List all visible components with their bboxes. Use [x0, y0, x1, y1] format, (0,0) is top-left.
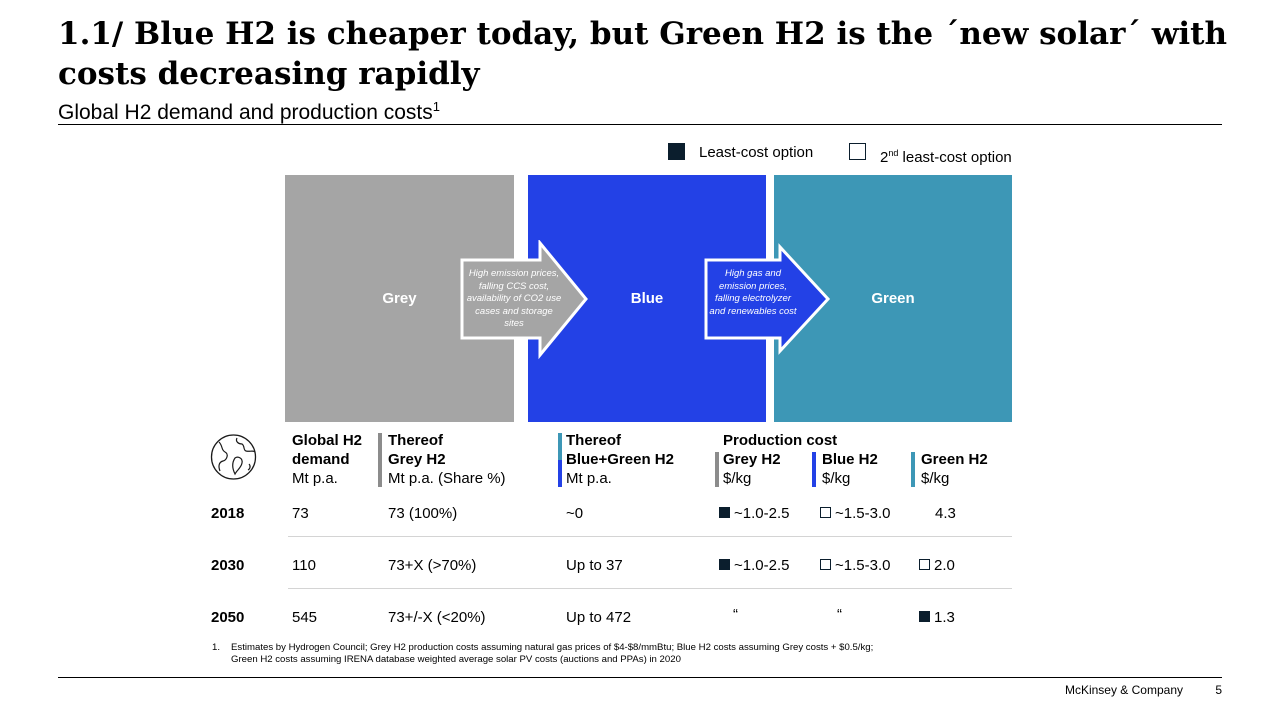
row-2050-grey: 73+/-X (<20%) [388, 609, 486, 626]
row-2030-green-cost: 2.0 [919, 557, 955, 574]
second-least-cost-legend-swatch [849, 143, 866, 160]
demand-column-header: Global H2 demand Mt p.a. [292, 432, 363, 487]
footnote: 1. Estimates by Hydrogen Council; Grey H… [212, 642, 873, 666]
row-2050-green-cost: 1.3 [919, 609, 955, 626]
green-panel-label: Green [871, 290, 915, 307]
row-2030-bluegreen: Up to 37 [566, 557, 623, 574]
globe-icon [210, 434, 257, 480]
blue-cost-column-bar [812, 452, 816, 487]
row-2050-demand: 545 [292, 609, 318, 626]
blue-to-green-arrow [704, 243, 831, 355]
blue-cost-column-header: Blue H2 $/kg [822, 451, 878, 487]
grey-to-blue-arrow [460, 240, 588, 360]
bluegreen-column-bar-green [558, 433, 562, 460]
blue-to-green-drivers-text: High gas and emission prices, falling el… [709, 268, 797, 317]
least-cost-legend-swatch [668, 143, 685, 160]
slide-title: 1.1/ Blue H2 is cheaper today, but Green… [58, 16, 1228, 92]
bluegreen-column-bar-blue [558, 460, 562, 487]
least-cost-marker [719, 559, 730, 570]
grey-panel-label: Grey [382, 290, 417, 307]
header-divider [58, 124, 1222, 125]
row-2050-bluegreen: Up to 472 [566, 609, 632, 626]
footnote-line-2: Green H2 costs assuming IRENA database w… [231, 654, 681, 665]
bluegreen-column-header: Thereof Blue+Green H2 Mt p.a. [566, 432, 674, 487]
subtitle-footnote-marker: 1 [432, 99, 440, 114]
second-least-cost-marker [820, 507, 831, 518]
grey-share-column-bar [378, 433, 382, 487]
slide-subtitle: Global H2 demand and production costs1 [58, 94, 440, 126]
least-cost-marker [919, 611, 930, 622]
grey-share-column-header: Thereof Grey H2 Mt p.a. (Share %) [388, 432, 506, 487]
second-least-cost-marker [820, 559, 831, 570]
row-year-2050: 2050 [211, 609, 245, 626]
footer-divider [58, 677, 1222, 678]
production-cost-header: Production cost [723, 432, 838, 449]
green-cost-column-header: Green H2 $/kg [921, 451, 988, 487]
grey-cost-column-bar [715, 452, 719, 487]
row-2050-grey-cost: “ [733, 606, 738, 623]
page-number: 5 [1215, 683, 1222, 697]
green-cost-column-bar [911, 452, 915, 487]
footer-brand: McKinsey & Company [1064, 683, 1183, 697]
row-divider [288, 536, 1012, 537]
second-least-cost-legend-label: 2nd least-cost option [880, 148, 1012, 166]
row-2018-grey-cost: ~1.0-2.5 [719, 505, 789, 522]
second-least-cost-marker [919, 559, 930, 570]
row-2018-blue-cost: ~1.5-3.0 [820, 505, 890, 522]
row-year-2030: 2030 [211, 557, 245, 574]
row-2018-bluegreen: ~0 [566, 505, 584, 522]
row-2030-grey-cost: ~1.0-2.5 [719, 557, 789, 574]
row-year-2018: 2018 [211, 505, 245, 522]
footnote-line-1: Estimates by Hydrogen Council; Grey H2 p… [231, 642, 874, 653]
subtitle-text: Global H2 demand and production costs [58, 101, 433, 124]
row-divider [288, 588, 1012, 589]
row-2018-demand: 73 [292, 505, 309, 522]
least-cost-marker [719, 507, 730, 518]
row-2030-demand: 110 [292, 557, 316, 574]
blue-panel-label: Blue [630, 290, 664, 307]
grey-cost-column-header: Grey H2 $/kg [723, 451, 781, 487]
row-2018-grey: 73 (100%) [388, 505, 458, 522]
footnote-number: 1. [212, 642, 221, 653]
row-2030-blue-cost: ~1.5-3.0 [820, 557, 890, 574]
least-cost-legend-label: Least-cost option [699, 144, 814, 161]
row-2030-grey: 73+X (>70%) [388, 557, 477, 574]
row-2018-green-cost: 4.3 [935, 505, 956, 522]
row-2050-blue-cost: “ [837, 606, 842, 623]
grey-to-blue-drivers-text: High emission prices, falling CCS cost, … [466, 268, 562, 330]
